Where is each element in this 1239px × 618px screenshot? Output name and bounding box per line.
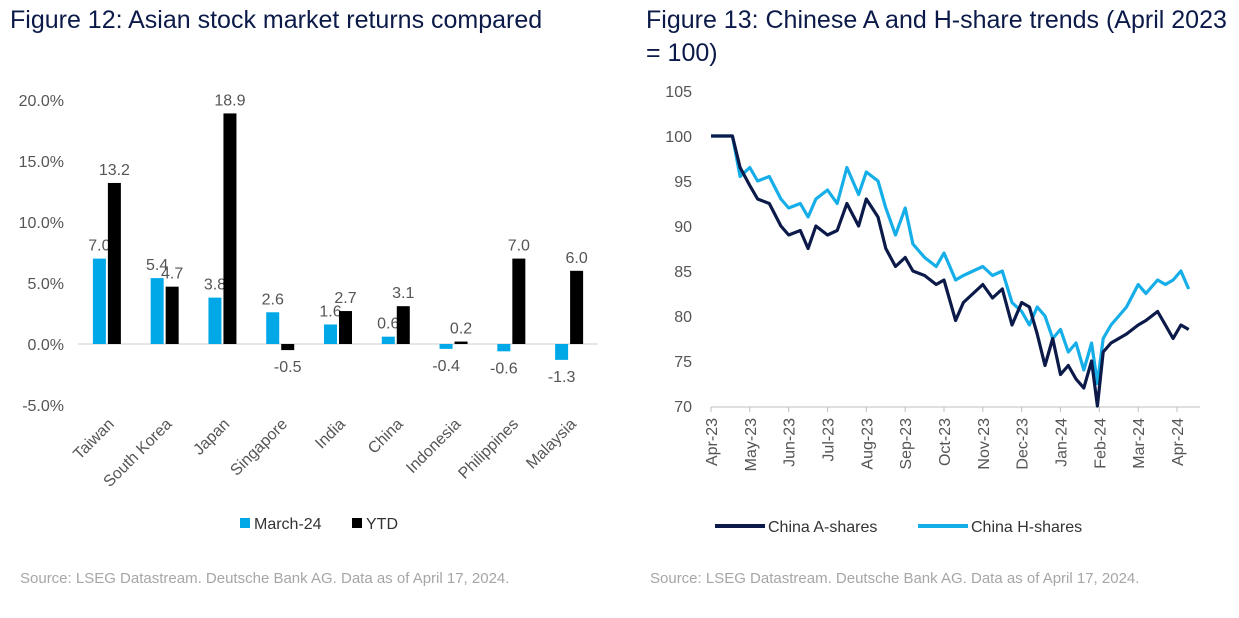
y-tick-label: -5.0% [22, 398, 64, 415]
figure-13-line-chart: 70 75 80 85 90 95 100 105 Apr-23 May-23 Jun-23 Jul-… [665, 84, 1200, 536]
bar-ytd-south-korea [165, 286, 179, 344]
bar-march-24-singapore [266, 312, 280, 344]
category-label-singapore: Singapore [227, 416, 291, 480]
legend-swatch-ytd [352, 518, 362, 528]
line-china-h-shares [711, 134, 1191, 386]
data-label-ytd-philippines: 7.0 [508, 238, 530, 255]
x-tick-label-oct-23: Oct-23 [937, 418, 954, 466]
data-label-march-24-india: 1.6 [319, 303, 341, 320]
bar-march-24-malaysia [555, 344, 569, 360]
y-tick-label: 90 [674, 219, 692, 236]
data-label-march-24-singapore: 2.6 [262, 291, 284, 308]
data-label-ytd-singapore: -0.5 [274, 359, 302, 376]
data-label-ytd-malaysia: 6.0 [565, 250, 587, 267]
figure-13-title: Figure 13: Chinese A and H-share trends … [646, 6, 1227, 67]
figure-12-source-note: Source: LSEG Datastream. Deutsche Bank A… [20, 570, 510, 587]
bar-march-24-china [381, 336, 395, 344]
data-label-march-24-japan: 3.8 [204, 277, 226, 294]
y-tick-label: 100 [665, 129, 692, 146]
y-tick-label: 75 [674, 354, 692, 371]
bar-ytd-japan [223, 113, 237, 344]
figure-12-title: Figure 12: Asian stock market returns co… [10, 6, 543, 34]
category-label-india: India [312, 416, 349, 453]
y-tick-label: 105 [665, 84, 692, 101]
y-tick-label: 95 [674, 174, 692, 191]
legend-swatch-march-24 [240, 518, 250, 528]
y-tick-label: 5.0% [28, 276, 64, 293]
x-tick-label-apr-24: Apr-24 [1170, 418, 1187, 466]
x-tick-label-nov-23: Nov-23 [976, 418, 993, 470]
y-tick-label: 0.0% [28, 337, 64, 354]
figure-13-source-note: Source: LSEG Datastream. Deutsche Bank A… [650, 570, 1140, 587]
x-tick-label-dec-23: Dec-23 [1015, 418, 1032, 470]
x-tick-label-apr-23: Apr-23 [704, 418, 721, 466]
category-label-taiwan: Taiwan [70, 416, 117, 463]
legend-label-china-h-shares: China H-shares [971, 519, 1082, 536]
bar-march-24-taiwan [92, 258, 106, 344]
x-tick-label-aug-23: Aug-23 [859, 418, 876, 470]
data-label-ytd-japan: 18.9 [214, 92, 245, 109]
legend-label-march-24: March-24 [254, 516, 322, 533]
bar-ytd-china [396, 306, 410, 344]
y-tick-label: 70 [674, 399, 692, 416]
data-label-march-24-philippines: -0.6 [490, 360, 518, 377]
x-tick-label-jun-23: Jun-23 [782, 418, 799, 467]
x-tick-label-jul-23: Jul-23 [821, 418, 838, 462]
bar-ytd-singapore [281, 344, 295, 351]
category-label-philippines: Philippines [455, 416, 522, 483]
data-label-ytd-taiwan: 13.2 [99, 162, 130, 179]
data-label-ytd-indonesia: 0.2 [450, 321, 472, 338]
figure-12-bar-chart: -5.0% 0.0% 5.0% 10.0% 15.0% 20.0% 7.0 13.2 Taiwa… [19, 92, 598, 533]
y-tick-label: 15.0% [19, 154, 64, 171]
bar-march-24-philippines [497, 344, 511, 352]
bar-ytd-malaysia [570, 270, 584, 344]
bar-ytd-philippines [512, 258, 526, 344]
category-label-china: China [365, 416, 407, 458]
bar-march-24-south-korea [150, 278, 164, 344]
bar-march-24-indonesia [439, 344, 453, 349]
category-label-japan: Japan [190, 416, 233, 459]
data-label-march-24-taiwan: 7.0 [88, 238, 110, 255]
data-label-march-24-south-korea: 5.4 [146, 257, 168, 274]
data-label-ytd-south-korea: 4.7 [161, 266, 183, 283]
data-label-march-24-indonesia: -0.4 [432, 358, 460, 375]
legend-label-ytd: YTD [366, 516, 398, 533]
y-tick-label: 10.0% [19, 215, 64, 232]
data-label-march-24-malaysia: -1.3 [548, 369, 576, 386]
x-tick-label-jan-24: Jan-24 [1054, 418, 1071, 467]
x-tick-label-mar-24: Mar-24 [1131, 418, 1148, 469]
bar-march-24-japan [208, 297, 222, 344]
data-label-march-24-china: 0.6 [377, 316, 399, 333]
x-tick-label-sep-23: Sep-23 [898, 418, 915, 470]
bar-ytd-india [339, 311, 352, 344]
bar-ytd-indonesia [454, 341, 468, 344]
data-label-ytd-india: 2.7 [334, 290, 356, 307]
line-china-a-shares [711, 134, 1190, 408]
bar-ytd-taiwan [107, 182, 121, 344]
y-tick-label: 80 [674, 309, 692, 326]
data-label-ytd-china: 3.1 [392, 285, 414, 302]
category-label-indonesia: Indonesia [403, 416, 464, 477]
legend-label-china-a-shares: China A-shares [768, 519, 877, 536]
x-tick-label-may-23: May-23 [743, 418, 760, 471]
figure-13-panel: Figure 13: Chinese A and H-share trends … [640, 0, 1239, 618]
bar-march-24-india [324, 324, 337, 344]
y-tick-label: 20.0% [19, 93, 64, 110]
category-label-malaysia: Malaysia [523, 416, 580, 473]
y-tick-label: 85 [674, 264, 692, 281]
x-tick-label-feb-24: Feb-24 [1092, 418, 1109, 469]
figure-12-panel: Figure 12: Asian stock market returns co… [10, 6, 598, 587]
